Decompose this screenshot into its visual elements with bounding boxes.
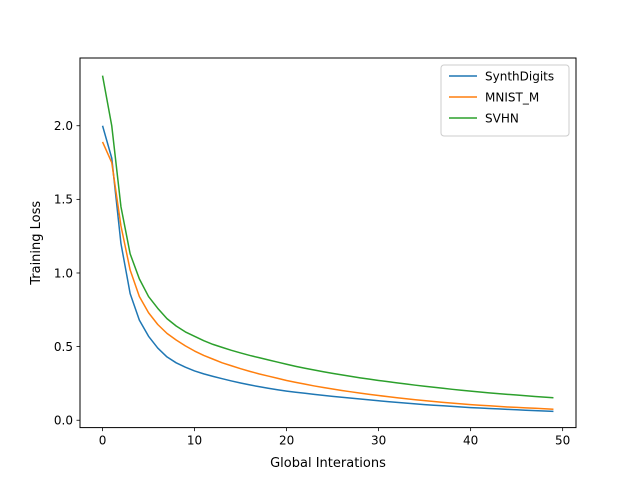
series-line-2	[101, 75, 554, 399]
chart-legend: SynthDigits MNIST_M SVHN	[440, 64, 570, 137]
y-tick-label: 0.0	[54, 414, 73, 428]
x-tick-label: 50	[555, 434, 570, 448]
x-tick-label: 20	[279, 434, 294, 448]
legend-label-0: SynthDigits	[485, 69, 554, 83]
y-tick-label: 1.5	[54, 193, 73, 207]
y-tick-label: 2.0	[54, 119, 73, 133]
series-line-1	[101, 141, 554, 410]
y-axis-label: Training Loss	[29, 201, 44, 286]
x-tick-label: 10	[187, 434, 202, 448]
x-axis-ticks: 0 10 20 30 40 50	[99, 427, 570, 448]
y-axis-ticks: 0.0 0.5 1.0 1.5 2.0	[54, 119, 80, 428]
plot-lines	[101, 75, 554, 413]
x-axis-label: Global Interations	[270, 456, 386, 471]
plot-area-frame	[79, 57, 577, 429]
series-line-0	[101, 125, 554, 413]
x-tick-label: 0	[99, 434, 107, 448]
y-tick-label: 1.0	[54, 266, 73, 280]
legend-label-1: MNIST_M	[485, 90, 539, 104]
legend-label-2: SVHN	[485, 111, 519, 125]
x-tick-label: 40	[463, 434, 478, 448]
x-tick-label: 30	[371, 434, 386, 448]
y-tick-label: 0.5	[54, 340, 73, 354]
